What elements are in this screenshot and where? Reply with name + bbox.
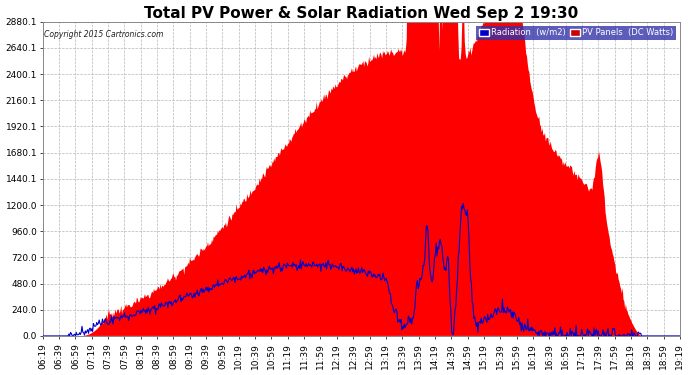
Text: Copyright 2015 Cartronics.com: Copyright 2015 Cartronics.com (44, 30, 164, 39)
Title: Total PV Power & Solar Radiation Wed Sep 2 19:30: Total PV Power & Solar Radiation Wed Sep… (144, 6, 578, 21)
Legend: Radiation  (w/m2), PV Panels  (DC Watts): Radiation (w/m2), PV Panels (DC Watts) (476, 26, 676, 40)
